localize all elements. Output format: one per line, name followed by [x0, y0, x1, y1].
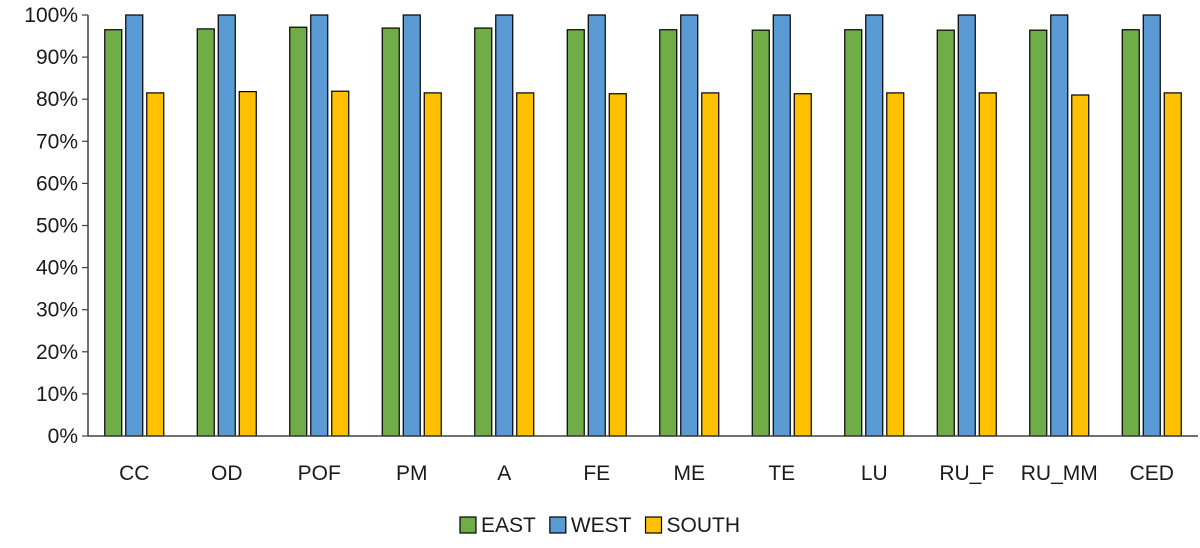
bar-south-ru_mm [1071, 94, 1090, 437]
bar-south-a [516, 92, 535, 437]
x-tick-label: CC [119, 462, 149, 485]
bar-east-lu [844, 29, 863, 437]
bar-west-ru_mm [1050, 14, 1069, 437]
bar-west-od [217, 14, 236, 437]
y-tick-label: 70% [36, 130, 78, 153]
x-tick-label: CED [1130, 462, 1174, 485]
bar-west-pm [402, 14, 421, 437]
bar-west-me [680, 14, 699, 437]
bar-west-lu [865, 14, 884, 437]
bar-south-me [701, 92, 720, 437]
bar-series-group [104, 14, 1182, 437]
bar-west-a [495, 14, 514, 437]
bar-east-te [751, 29, 770, 437]
bar-west-cc [125, 14, 144, 437]
legend-label-south: SOUTH [667, 514, 741, 537]
x-tick-label: OD [211, 462, 243, 485]
bar-west-ced [1142, 14, 1161, 437]
bar-east-cc [104, 29, 123, 437]
bar-south-fe [608, 93, 627, 437]
bar-east-pm [381, 27, 400, 437]
x-tick-label: POF [298, 462, 341, 485]
bar-west-pof [310, 14, 329, 437]
bar-south-pm [423, 92, 442, 437]
x-tick-label: FE [583, 462, 610, 485]
y-tick-label: 90% [36, 46, 78, 69]
x-tick-label: LU [861, 462, 888, 485]
legend-swatch-east [459, 516, 477, 534]
legend-swatch-south [644, 516, 663, 534]
x-axis: CC OD POF PM A FE ME TE LU RU_F RU_MM CED [88, 435, 1198, 485]
bar-east-pof [289, 26, 308, 437]
y-tick-label: 80% [36, 88, 78, 111]
bar-south-lu [886, 92, 905, 437]
y-tick-label: 50% [36, 215, 78, 238]
bar-south-cc [146, 92, 165, 437]
bar-south-te [793, 93, 812, 437]
bar-west-ru_f [957, 14, 976, 437]
bar-south-od [238, 91, 257, 437]
bar-east-od [196, 28, 215, 437]
x-tick-label: RU_MM [1021, 462, 1098, 485]
y-tick-label: 10% [36, 383, 78, 406]
bar-east-me [659, 29, 678, 437]
bar-west-fe [587, 14, 606, 437]
y-axis: 0% 10% 20% 30% 40% 50% 60% 70% 80% 90% 100% [24, 4, 89, 448]
bar-south-ced [1163, 92, 1182, 437]
y-tick-label: 0% [48, 425, 78, 448]
bar-south-ru_f [978, 92, 997, 437]
legend-label-east: EAST [481, 514, 536, 537]
bar-east-ru_f [936, 29, 955, 437]
y-tick-label: 40% [36, 257, 78, 280]
y-tick-label: 100% [24, 4, 78, 27]
bar-west-te [772, 14, 791, 437]
bar-east-fe [566, 29, 585, 437]
y-tick-label: 60% [36, 172, 78, 195]
y-tick-label: 20% [36, 341, 78, 364]
x-tick-label: ME [674, 462, 706, 485]
bar-east-ced [1121, 29, 1140, 437]
x-tick-label: RU_F [939, 462, 994, 485]
x-tick-label: TE [768, 462, 795, 485]
bar-east-a [474, 27, 493, 437]
legend-swatch-west [549, 516, 567, 534]
y-tick-label: 30% [36, 299, 78, 322]
bar-south-pof [331, 90, 350, 437]
legend: EAST WEST SOUTH [459, 514, 741, 537]
x-tick-label: PM [396, 462, 428, 485]
legend-label-west: WEST [571, 514, 632, 537]
bar-east-ru_mm [1029, 29, 1048, 437]
x-tick-label: A [497, 462, 511, 485]
